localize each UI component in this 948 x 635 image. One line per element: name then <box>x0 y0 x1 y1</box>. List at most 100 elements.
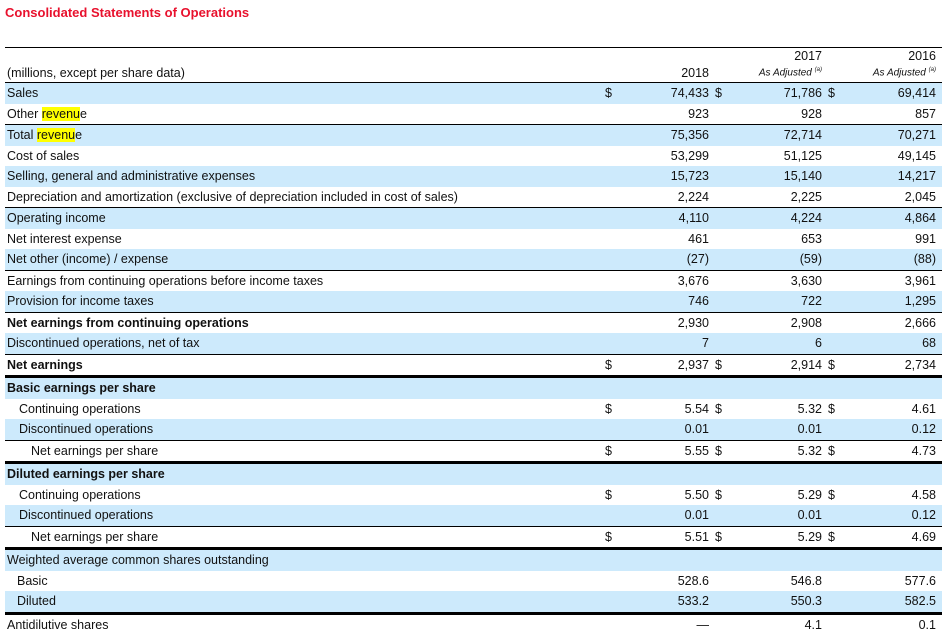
value-2018: 4,110 <box>625 207 715 229</box>
table-row: Continuing operations $5.50 $5.29 $4.58 <box>5 485 942 506</box>
dollar-sign <box>715 229 735 250</box>
dollar-sign <box>828 611 848 635</box>
row-label: Net earnings per share <box>5 525 605 549</box>
value-2018: 2,224 <box>677 189 709 204</box>
dollar-sign <box>828 461 848 485</box>
dollar-sign <box>828 104 848 125</box>
value-2016: 1,295 <box>848 291 942 312</box>
row-label: Selling, general and administrative expe… <box>5 166 605 187</box>
dollar-sign <box>715 611 735 635</box>
header-row: (millions, except per share data) 2018 2… <box>5 47 942 83</box>
row-label: Weighted average common shares outstandi… <box>5 547 605 571</box>
value-2017: 2,908 <box>735 311 828 333</box>
dollar-sign <box>715 419 735 440</box>
value-2018: 74,433 <box>625 82 715 104</box>
dollar-sign: $ <box>828 439 848 463</box>
row-label: Diluted earnings per share <box>5 461 605 485</box>
dollar-sign <box>715 249 735 270</box>
dollar-sign <box>605 375 625 399</box>
value-2017: 51,125 <box>783 148 822 163</box>
value-2017: 653 <box>801 231 822 246</box>
dollar-sign: $ <box>715 353 735 377</box>
dollar-sign <box>715 146 735 167</box>
value-2018: 923 <box>688 106 709 121</box>
table-row: Provision for income taxes 746 722 1,295 <box>5 291 942 312</box>
dollar-sign <box>605 146 625 167</box>
value-2016 <box>848 375 942 399</box>
dollar-sign <box>605 311 625 333</box>
dollar-sign <box>828 269 848 291</box>
value-2018: (27) <box>625 249 715 270</box>
column-header-2016: 2016 As Adjusted (a) <box>848 47 942 83</box>
value-2016: 4,864 <box>848 207 942 229</box>
dollar-sign <box>605 104 625 125</box>
column-header-2017: 2017 As Adjusted (a) <box>735 47 828 83</box>
dollar-sign: $ <box>605 439 625 463</box>
dollar-sign <box>605 207 625 229</box>
dollar-sign <box>715 375 735 399</box>
table-row: Continuing operations $5.54 $5.32 $4.61 <box>5 399 942 420</box>
value-2017: 722 <box>735 291 828 312</box>
value-2018 <box>625 547 715 571</box>
value-2016 <box>848 547 942 571</box>
table-row: Selling, general and administrative expe… <box>5 166 942 187</box>
value-2016: 69,414 <box>848 82 942 104</box>
value-2017: 2,225 <box>790 189 822 204</box>
table-row: Discontinued operations 0.01 0.01 0.12 <box>5 505 942 526</box>
table-row: Basic 528.6 546.8 577.6 <box>5 571 942 592</box>
row-label: Continuing operations <box>19 401 141 416</box>
dollar-sign <box>828 505 848 526</box>
dollar-sign: $ <box>828 487 835 502</box>
value-2017: (59) <box>735 249 828 270</box>
value-2018: 53,299 <box>670 148 709 163</box>
value-2017 <box>735 461 828 485</box>
value-2018: 533.2 <box>625 591 715 613</box>
dollar-sign <box>828 419 848 440</box>
dollar-sign <box>828 249 848 270</box>
value-2016: 0.12 <box>848 505 942 526</box>
dollar-sign <box>605 611 625 635</box>
dollar-sign <box>715 591 735 613</box>
value-2016: 4.69 <box>848 525 942 549</box>
value-2016: 68 <box>848 333 942 354</box>
value-2018: — <box>625 611 715 635</box>
value-2018: 75,356 <box>625 124 715 146</box>
dollar-sign <box>605 591 625 613</box>
value-2016: 49,145 <box>897 148 936 163</box>
search-highlight: revenu <box>36 128 76 143</box>
table-row: Diluted earnings per share <box>5 461 942 485</box>
value-2017: 15,140 <box>735 166 828 187</box>
table-row: Net other (income) / expense (27) (59) (88) <box>5 249 942 270</box>
dollar-sign <box>715 269 735 291</box>
dollar-sign <box>605 547 625 571</box>
value-2016: 857 <box>915 106 936 121</box>
dollar-sign <box>828 124 848 146</box>
value-2018: 3,676 <box>625 269 715 291</box>
dollar-sign <box>605 249 625 270</box>
dollar-sign: $ <box>605 353 625 377</box>
value-2017: 928 <box>801 106 822 121</box>
value-2016: 70,271 <box>848 124 942 146</box>
dollar-sign <box>605 505 625 526</box>
value-2017: 5.29 <box>735 525 828 549</box>
dollar-sign <box>605 461 625 485</box>
dollar-sign <box>828 591 848 613</box>
column-header-2018: 2018 <box>625 47 715 83</box>
value-2017: 72,714 <box>735 124 828 146</box>
dollar-sign <box>715 505 735 526</box>
dollar-sign <box>715 207 735 229</box>
value-2018: 0.01 <box>625 419 715 440</box>
dollar-sign <box>715 547 735 571</box>
row-label: Net interest expense <box>7 231 122 246</box>
dollar-sign <box>828 166 848 187</box>
table-row: Net interest expense 461 653 991 <box>5 229 942 250</box>
row-label: Discontinued operations <box>5 419 605 440</box>
dollar-sign: $ <box>605 82 625 104</box>
row-label: Net earnings from continuing operations <box>5 311 605 333</box>
value-2017: 4.1 <box>735 611 828 635</box>
table-row: Discontinued operations, net of tax 7 6 68 <box>5 333 942 354</box>
table-row: Total revenue 75,356 72,714 70,271 <box>5 124 942 146</box>
value-2018 <box>625 461 715 485</box>
table-row: Net earnings per share $5.55 $5.32 $4.73 <box>5 439 942 463</box>
table-row: Other revenue 923 928 857 <box>5 104 942 125</box>
